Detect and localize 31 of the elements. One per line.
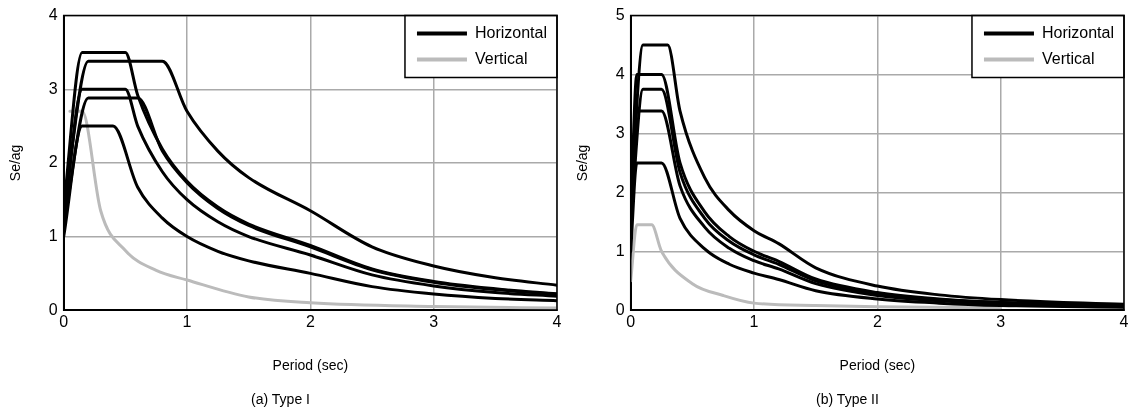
x-tick-label: 2 <box>872 313 882 331</box>
legend-label: Vertical <box>1041 50 1095 68</box>
legend-label: Horizontal <box>474 24 547 42</box>
y-tick-label: 0 <box>615 300 625 318</box>
legend-label: Horizontal <box>1041 24 1114 42</box>
y-axis-title: Se/ag <box>574 144 591 182</box>
y-axis-title: Se/ag <box>7 144 24 182</box>
y-tick-label: 4 <box>48 6 58 24</box>
x-tick-label: 3 <box>429 313 439 331</box>
x-tick-label: 0 <box>626 313 636 331</box>
text: (b) Type II <box>816 391 879 408</box>
y-tick-label: 1 <box>615 241 625 259</box>
x-axis-title: Period (sec) <box>272 356 349 373</box>
y-tick-label: 4 <box>615 64 625 82</box>
x-tick-label: 4 <box>552 313 562 331</box>
x-tick-label: 1 <box>749 313 759 331</box>
x-tick-label: 4 <box>1119 313 1129 331</box>
y-tick-label: 3 <box>48 79 58 97</box>
x-tick-label: 2 <box>305 313 315 331</box>
x-tick-label: 1 <box>182 313 192 331</box>
y-tick-label: 2 <box>48 153 58 171</box>
y-tick-label: 2 <box>615 182 625 200</box>
x-axis-title: Period (sec) <box>839 356 916 373</box>
x-tick-label: 3 <box>996 313 1006 331</box>
y-tick-label: 3 <box>615 123 625 141</box>
legend-label: Vertical <box>474 50 528 68</box>
y-tick-label: 1 <box>48 226 58 244</box>
y-tick-label: 5 <box>615 6 625 24</box>
x-tick-label: 0 <box>59 313 69 331</box>
y-tick-label: 0 <box>48 300 58 318</box>
text: (a) Type I <box>251 391 310 408</box>
